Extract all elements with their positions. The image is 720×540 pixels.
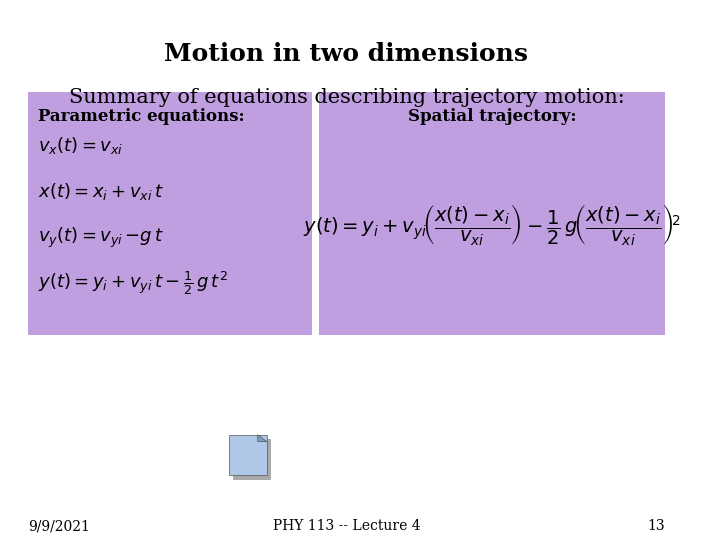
Text: PHY 113 -- Lecture 4: PHY 113 -- Lecture 4 bbox=[273, 519, 420, 534]
FancyBboxPatch shape bbox=[27, 92, 312, 335]
Text: Spatial trajectory:: Spatial trajectory: bbox=[408, 107, 576, 125]
Text: $v_x(t) = v_{xi}$: $v_x(t) = v_{xi}$ bbox=[38, 136, 123, 156]
Text: $y(t) = y_i + v_{yi}\, t - \frac{1}{2}\, g\, t^2$: $y(t) = y_i + v_{yi}\, t - \frac{1}{2}\,… bbox=[38, 269, 228, 298]
FancyBboxPatch shape bbox=[319, 92, 665, 335]
Polygon shape bbox=[258, 435, 266, 442]
Text: Summary of equations describing trajectory motion:: Summary of equations describing trajecto… bbox=[68, 87, 624, 107]
Text: $y(t) = y_i + v_{yi}\!\left(\dfrac{x(t)-x_i}{v_{xi}}\right) - \dfrac{1}{2}\,g\!\: $y(t) = y_i + v_{yi}\!\left(\dfrac{x(t)-… bbox=[303, 201, 681, 247]
FancyBboxPatch shape bbox=[229, 435, 266, 475]
FancyBboxPatch shape bbox=[233, 439, 271, 480]
Text: Motion in two dimensions: Motion in two dimensions bbox=[164, 42, 528, 66]
Text: $x(t) = x_i + v_{xi}\, t$: $x(t) = x_i + v_{xi}\, t$ bbox=[38, 181, 164, 202]
Text: 9/9/2021: 9/9/2021 bbox=[27, 519, 89, 534]
Text: 13: 13 bbox=[647, 519, 665, 534]
Text: Parametric equations:: Parametric equations: bbox=[38, 107, 245, 125]
Text: $v_y(t) = v_{yi}\, {-g}\, t$: $v_y(t) = v_{yi}\, {-g}\, t$ bbox=[38, 226, 164, 249]
